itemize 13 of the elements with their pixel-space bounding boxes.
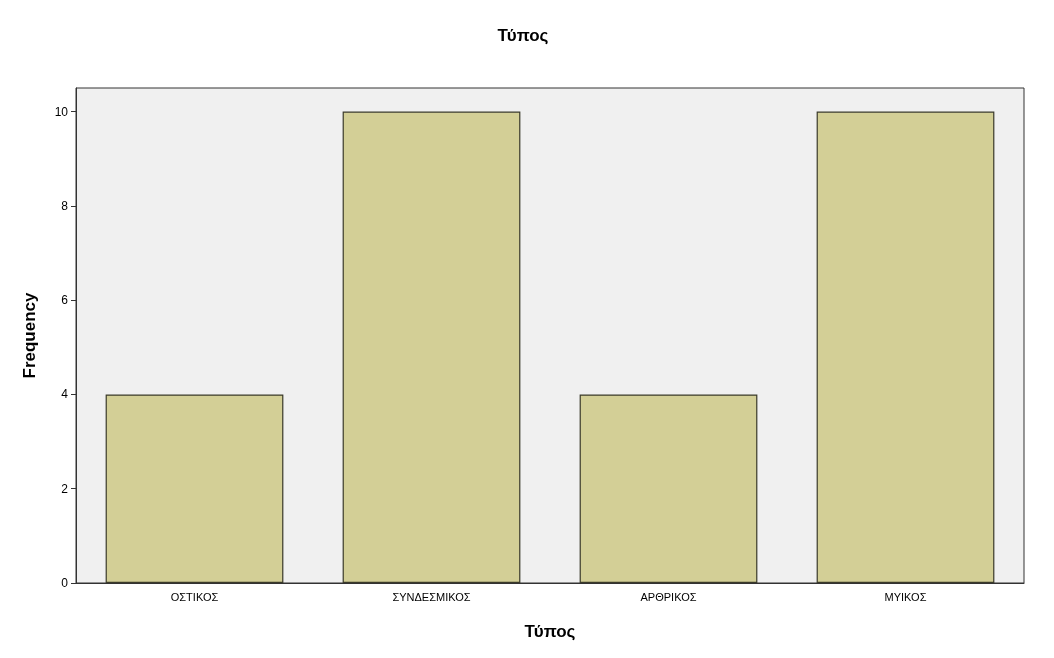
x-tick-label: ΜΥΙΚΟΣ bbox=[884, 590, 927, 603]
y-tick-label: 8 bbox=[61, 198, 69, 213]
x-axis-title: Τύπος bbox=[524, 622, 576, 641]
x-tick-label: ΣΥΝΔΕΣΜΙΚΟΣ bbox=[392, 590, 471, 603]
chart-title: Τύπος bbox=[497, 26, 549, 45]
y-axis-title: Frequency bbox=[20, 291, 39, 379]
y-tick-label: 0 bbox=[61, 576, 69, 590]
y-tick-label: 10 bbox=[54, 104, 69, 119]
y-tick-label: 2 bbox=[61, 481, 69, 496]
y-tick-label: 6 bbox=[61, 293, 69, 308]
y-tick-label: 4 bbox=[61, 387, 69, 402]
x-tick-label: ΟΣΤΙΚΟΣ bbox=[170, 590, 219, 603]
x-tick-label: ΑΡΘΡΙΚΟΣ bbox=[640, 590, 697, 603]
